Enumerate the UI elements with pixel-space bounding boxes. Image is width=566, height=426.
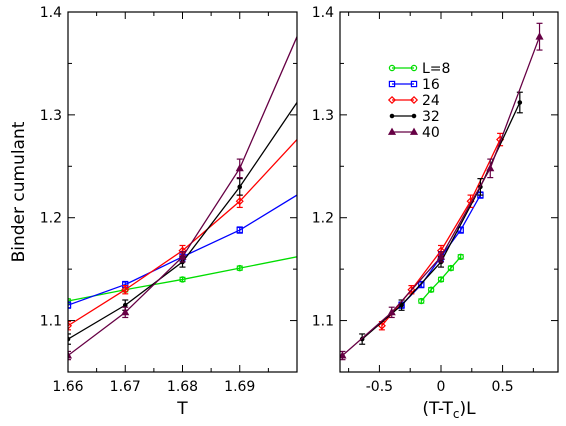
x-axis-label: (T-Tc)L — [422, 399, 476, 421]
legend-label: 32 — [422, 109, 440, 125]
y-tick-label: 1.4 — [40, 5, 62, 21]
legend-label: 16 — [422, 77, 440, 93]
data-point — [122, 302, 128, 308]
series-line — [342, 36, 541, 357]
data-point — [418, 297, 425, 305]
x-tick-label: 1.66 — [52, 379, 83, 395]
legend-marker — [387, 95, 397, 105]
legend-label: L=8 — [422, 61, 450, 77]
data-point — [236, 226, 243, 234]
data-point — [179, 276, 186, 283]
series-left-4 — [68, 36, 297, 361]
data-point — [121, 307, 130, 316]
data-point — [387, 307, 396, 316]
data-point — [235, 163, 244, 172]
legend-marker — [388, 80, 396, 88]
data-point — [418, 281, 425, 288]
series-right-3 — [359, 91, 523, 345]
series-line — [361, 102, 521, 340]
x-tick-label: 0 — [437, 379, 446, 395]
series-right-2 — [377, 132, 505, 331]
y-tick-label: 1.1 — [312, 314, 334, 330]
series-line — [381, 139, 501, 327]
data-point — [178, 252, 187, 260]
data-point — [68, 351, 73, 359]
data-point — [437, 276, 445, 283]
series-left-3 — [68, 102, 297, 345]
legend-marker — [410, 64, 418, 72]
data-point — [447, 264, 455, 272]
y-tick-label: 1.4 — [312, 5, 334, 21]
y-tick-label: 1.1 — [40, 314, 62, 330]
data-point — [457, 253, 464, 260]
axes-frame — [339, 11, 559, 373]
data-point — [237, 184, 243, 190]
legend-marker — [387, 127, 397, 135]
x-axis-label: T — [176, 399, 188, 419]
legend-marker — [410, 80, 418, 88]
series-line — [68, 139, 297, 327]
y-tick-label: 1.3 — [312, 108, 334, 124]
data-point — [486, 163, 495, 172]
legend-marker — [388, 64, 396, 72]
plot-area-right — [340, 22, 544, 361]
x-tick-label: 1.67 — [110, 379, 141, 395]
y-tick-label: 1.3 — [40, 108, 62, 124]
legend-label: 24 — [422, 93, 440, 109]
data-point — [235, 197, 244, 206]
x-tick-label: 1.68 — [167, 379, 198, 395]
x-axis-label-sub: c — [453, 407, 460, 421]
data-point — [121, 285, 130, 294]
legend-label: 40 — [422, 125, 440, 141]
x-tick-label: 1.69 — [224, 379, 255, 395]
data-point — [399, 302, 404, 308]
series-right-4 — [340, 22, 544, 361]
data-point — [236, 264, 243, 272]
series-left-2 — [68, 139, 297, 331]
x-axis-label-tail: )L — [459, 399, 476, 419]
legend-marker — [409, 95, 419, 105]
data-point — [436, 252, 446, 260]
series-right-0 — [418, 253, 464, 305]
data-point — [68, 321, 73, 330]
legend-marker — [411, 113, 417, 119]
y-axis-label: Binder cumulant — [9, 121, 29, 262]
plot-area-left — [68, 36, 297, 361]
panel-left: 1.1 1.2 1.3 1.4 1.66 1.67 1.68 1.69 T Binder cumu… — [9, 5, 298, 419]
data-point — [340, 351, 347, 359]
data-point — [517, 100, 523, 105]
x-tick-label: -0.5 — [366, 379, 393, 395]
y-tick-label: 1.2 — [40, 211, 62, 227]
legend-marker — [389, 113, 395, 119]
legend-marker — [409, 127, 419, 135]
data-point — [535, 32, 544, 40]
x-axis-label-main: (T-T — [422, 399, 453, 419]
x-tick-label: 0.5 — [491, 379, 513, 395]
data-point — [427, 286, 435, 293]
series-line — [68, 36, 297, 357]
y-tick-label: 1.2 — [312, 211, 334, 227]
